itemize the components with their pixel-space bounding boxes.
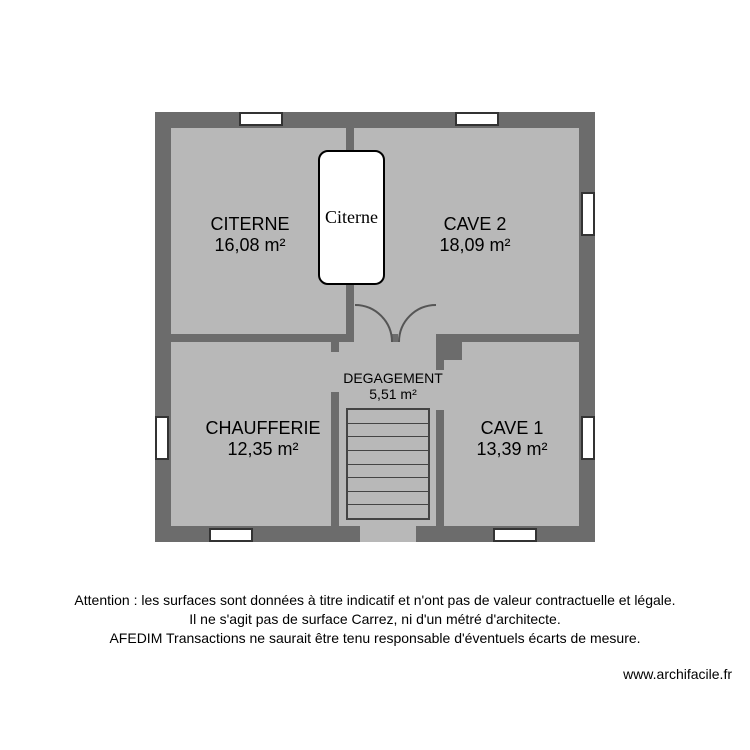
disclaimer-line-2: Il ne s'agit pas de surface Carrez, ni d… [0, 610, 750, 629]
room-area: 5,51 m² [333, 386, 453, 402]
floor-plan: Citerne CITERNE 16,08 m² CAVE 2 18,09 m²… [155, 112, 595, 542]
window-right-2 [581, 416, 595, 460]
label-chaufferie: CHAUFFERIE 12,35 m² [183, 418, 343, 459]
disclaimer-line-1: Attention : les surfaces sont données à … [0, 591, 750, 610]
room-area: 16,08 m² [190, 235, 310, 256]
room-area: 13,39 m² [457, 439, 567, 460]
window-bottom-1 [209, 528, 253, 542]
disclaimer-line-3: AFEDIM Transactions ne saurait être tenu… [0, 629, 750, 648]
stairs [346, 408, 430, 520]
column [444, 342, 462, 360]
label-cave2: CAVE 2 18,09 m² [415, 214, 535, 255]
room-name: CITERNE [190, 214, 310, 235]
room-area: 12,35 m² [183, 439, 343, 460]
room-name: CAVE 2 [415, 214, 535, 235]
room-area: 18,09 m² [415, 235, 535, 256]
citerne-fixture: Citerne [318, 150, 385, 285]
room-name: CAVE 1 [457, 418, 567, 439]
label-cave1: CAVE 1 13,39 m² [457, 418, 567, 459]
window-bottom-2 [493, 528, 537, 542]
room-name: CHAUFFERIE [183, 418, 343, 439]
citerne-fixture-label: Citerne [325, 207, 378, 228]
window-top-2 [455, 112, 499, 126]
label-degagement: DEGAGEMENT 5,51 m² [333, 370, 453, 402]
window-top-1 [239, 112, 283, 126]
room-name: DEGAGEMENT [333, 370, 453, 386]
window-left-1 [155, 416, 169, 460]
source-link: www.archifacile.fr [623, 666, 732, 682]
disclaimer: Attention : les surfaces sont données à … [0, 591, 750, 648]
window-right-1 [581, 192, 595, 236]
door-bottom-deg [360, 526, 416, 542]
label-citerne: CITERNE 16,08 m² [190, 214, 310, 255]
